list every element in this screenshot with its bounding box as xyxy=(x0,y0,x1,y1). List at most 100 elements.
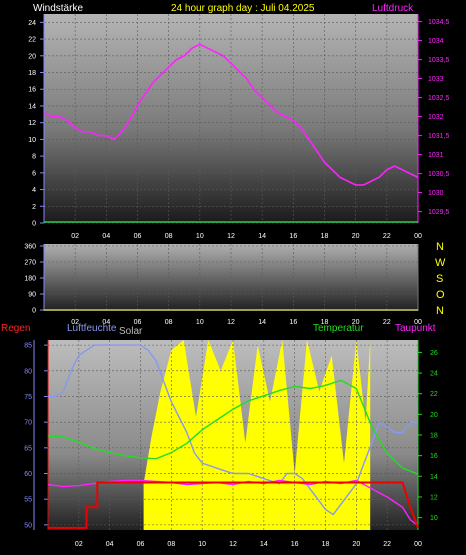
top-right-tick-label: 1033 xyxy=(428,76,444,83)
bot-left-tick-label: 70 xyxy=(24,420,32,427)
bot-x-tick-label: 14 xyxy=(260,541,268,548)
top-right-tick-label: 1034,5 xyxy=(428,19,450,26)
air-pressure-label: Luftdruck xyxy=(372,3,414,14)
bot-left-tick-label: 65 xyxy=(24,445,32,452)
top-right-tick-label: 1031,5 xyxy=(428,133,450,140)
bot-x-tick-label: 02 xyxy=(75,541,83,548)
pressure-series-line xyxy=(43,43,419,186)
top-left-tick-label: 24 xyxy=(28,20,36,27)
humidity-label: Luftfeuchte xyxy=(67,323,117,334)
wind-direction-axes: 0 90 180 270 360 xyxy=(24,244,419,315)
bot-x-tick-label: 12 xyxy=(229,541,237,548)
humidity-temperature-axes: 50 55 60 65 70 75 80 85 10 12 14 16 18 20 22 24 26 xyxy=(24,340,438,530)
top-left-tick-label: 0 xyxy=(32,221,36,228)
top-x-tick-label: 06 xyxy=(134,233,142,240)
bot-x-tick-label: 10 xyxy=(198,541,206,548)
bot-left-tick-label: 55 xyxy=(24,497,32,504)
top-right-tick-label: 1029,5 xyxy=(428,209,450,216)
dewpoint-label: Taupunkt xyxy=(395,323,436,334)
top-left-tick-label: 10 xyxy=(28,137,36,144)
bot-left-tick-label: 85 xyxy=(24,343,32,350)
top-right-tick-label: 1033,5 xyxy=(428,57,450,64)
top-x-tick-label: 00 xyxy=(414,233,422,240)
bot-x-tick-label: 00 xyxy=(414,541,422,548)
top-left-tick-label: 16 xyxy=(28,87,36,94)
bot-x-tick-label: 08 xyxy=(167,541,175,548)
bot-right-tick-label: 14 xyxy=(430,474,438,481)
top-x-tick-label: 20 xyxy=(352,233,360,240)
mid-x-tick-label: 12 xyxy=(227,319,235,326)
top-left-tick-label: 22 xyxy=(28,37,36,44)
bot-right-tick-label: 24 xyxy=(430,371,438,378)
bot-left-tick-label: 50 xyxy=(24,522,32,529)
mid-x-tick-label: 20 xyxy=(352,319,360,326)
mid-x-tick-label: 14 xyxy=(258,319,266,326)
temperature-label: Temperatur xyxy=(313,323,364,334)
top-right-tick-label: 1032,5 xyxy=(428,95,450,102)
mid-x-tick-label: 10 xyxy=(196,319,204,326)
mid-x-tick-label: 22 xyxy=(383,319,391,326)
top-left-tick-label: 12 xyxy=(28,120,36,127)
top-x-tick-label: 02 xyxy=(71,233,79,240)
top-x-tick-label: 18 xyxy=(321,233,329,240)
wind-strength-label: Windstärke xyxy=(33,3,83,14)
bot-left-tick-label: 75 xyxy=(24,394,32,401)
top-x-tick-label: 12 xyxy=(227,233,235,240)
rain-series-line xyxy=(48,481,419,529)
bot-right-tick-label: 26 xyxy=(430,350,438,357)
bot-right-tick-label: 18 xyxy=(430,433,438,440)
mid-left-tick-label: 90 xyxy=(28,292,36,299)
top-left-tick-label: 20 xyxy=(28,53,36,60)
pressure-wind-marks xyxy=(43,43,419,223)
mid-left-tick-label: 180 xyxy=(24,276,36,283)
top-x-tick-label: 08 xyxy=(165,233,173,240)
top-x-tick-label: 04 xyxy=(102,233,110,240)
bot-right-tick-label: 22 xyxy=(430,391,438,398)
compass-label-s: S xyxy=(436,273,443,285)
bot-x-tick-label: 22 xyxy=(383,541,391,548)
bot-x-tick-label: 04 xyxy=(106,541,114,548)
bot-right-tick-label: 16 xyxy=(430,453,438,460)
bot-left-tick-label: 80 xyxy=(24,368,32,375)
pressure-wind-axes: 0246810121416182022241029,510301030,5103… xyxy=(28,14,450,228)
top-right-tick-label: 1030 xyxy=(428,190,444,197)
rain-label: Regen xyxy=(1,323,30,334)
bot-right-tick-label: 20 xyxy=(430,412,438,419)
bot-x-tick-label: 18 xyxy=(322,541,330,548)
temperature-series-line xyxy=(47,379,419,475)
top-right-tick-label: 1034 xyxy=(428,38,444,45)
top-left-tick-label: 18 xyxy=(28,70,36,77)
mid-x-tick-label: 16 xyxy=(289,319,297,326)
top-right-tick-label: 1031 xyxy=(428,152,444,159)
bot-x-tick-label: 06 xyxy=(137,541,145,548)
top-left-tick-label: 4 xyxy=(32,187,36,194)
mid-left-tick-label: 0 xyxy=(32,308,36,315)
humidity-temperature-marks xyxy=(47,344,419,529)
mid-x-tick-label: 04 xyxy=(102,319,110,326)
bot-right-tick-label: 12 xyxy=(430,494,438,501)
mid-left-tick-label: 270 xyxy=(24,260,36,267)
mid-left-tick-label: 360 xyxy=(24,244,36,251)
top-left-tick-label: 2 xyxy=(32,204,36,211)
solar-label: Solar xyxy=(119,326,143,337)
top-left-tick-label: 14 xyxy=(28,103,36,110)
compass-label-w: W xyxy=(435,257,446,269)
top-right-tick-label: 1030,5 xyxy=(428,171,450,178)
mid-x-tick-label: 08 xyxy=(165,319,173,326)
top-x-tick-label: 14 xyxy=(258,233,266,240)
bot-x-tick-label: 20 xyxy=(352,541,360,548)
bot-x-tick-label: 16 xyxy=(291,541,299,548)
bot-right-tick-label: 10 xyxy=(430,515,438,522)
humidity-series-line xyxy=(48,344,418,516)
top-x-tick-label: 22 xyxy=(383,233,391,240)
mid-x-tick-label: 06 xyxy=(134,319,142,326)
compass-label-o: O xyxy=(436,289,445,301)
top-left-tick-label: 6 xyxy=(32,170,36,177)
top-x-tick-label: 10 xyxy=(196,233,204,240)
mid-x-tick-label: 18 xyxy=(321,319,329,326)
top-right-tick-label: 1032 xyxy=(428,114,444,121)
mid-x-tick-label: 02 xyxy=(71,319,79,326)
compass-label-n-top: N xyxy=(436,241,444,253)
mid-x-tick-label: 00 xyxy=(414,319,422,326)
